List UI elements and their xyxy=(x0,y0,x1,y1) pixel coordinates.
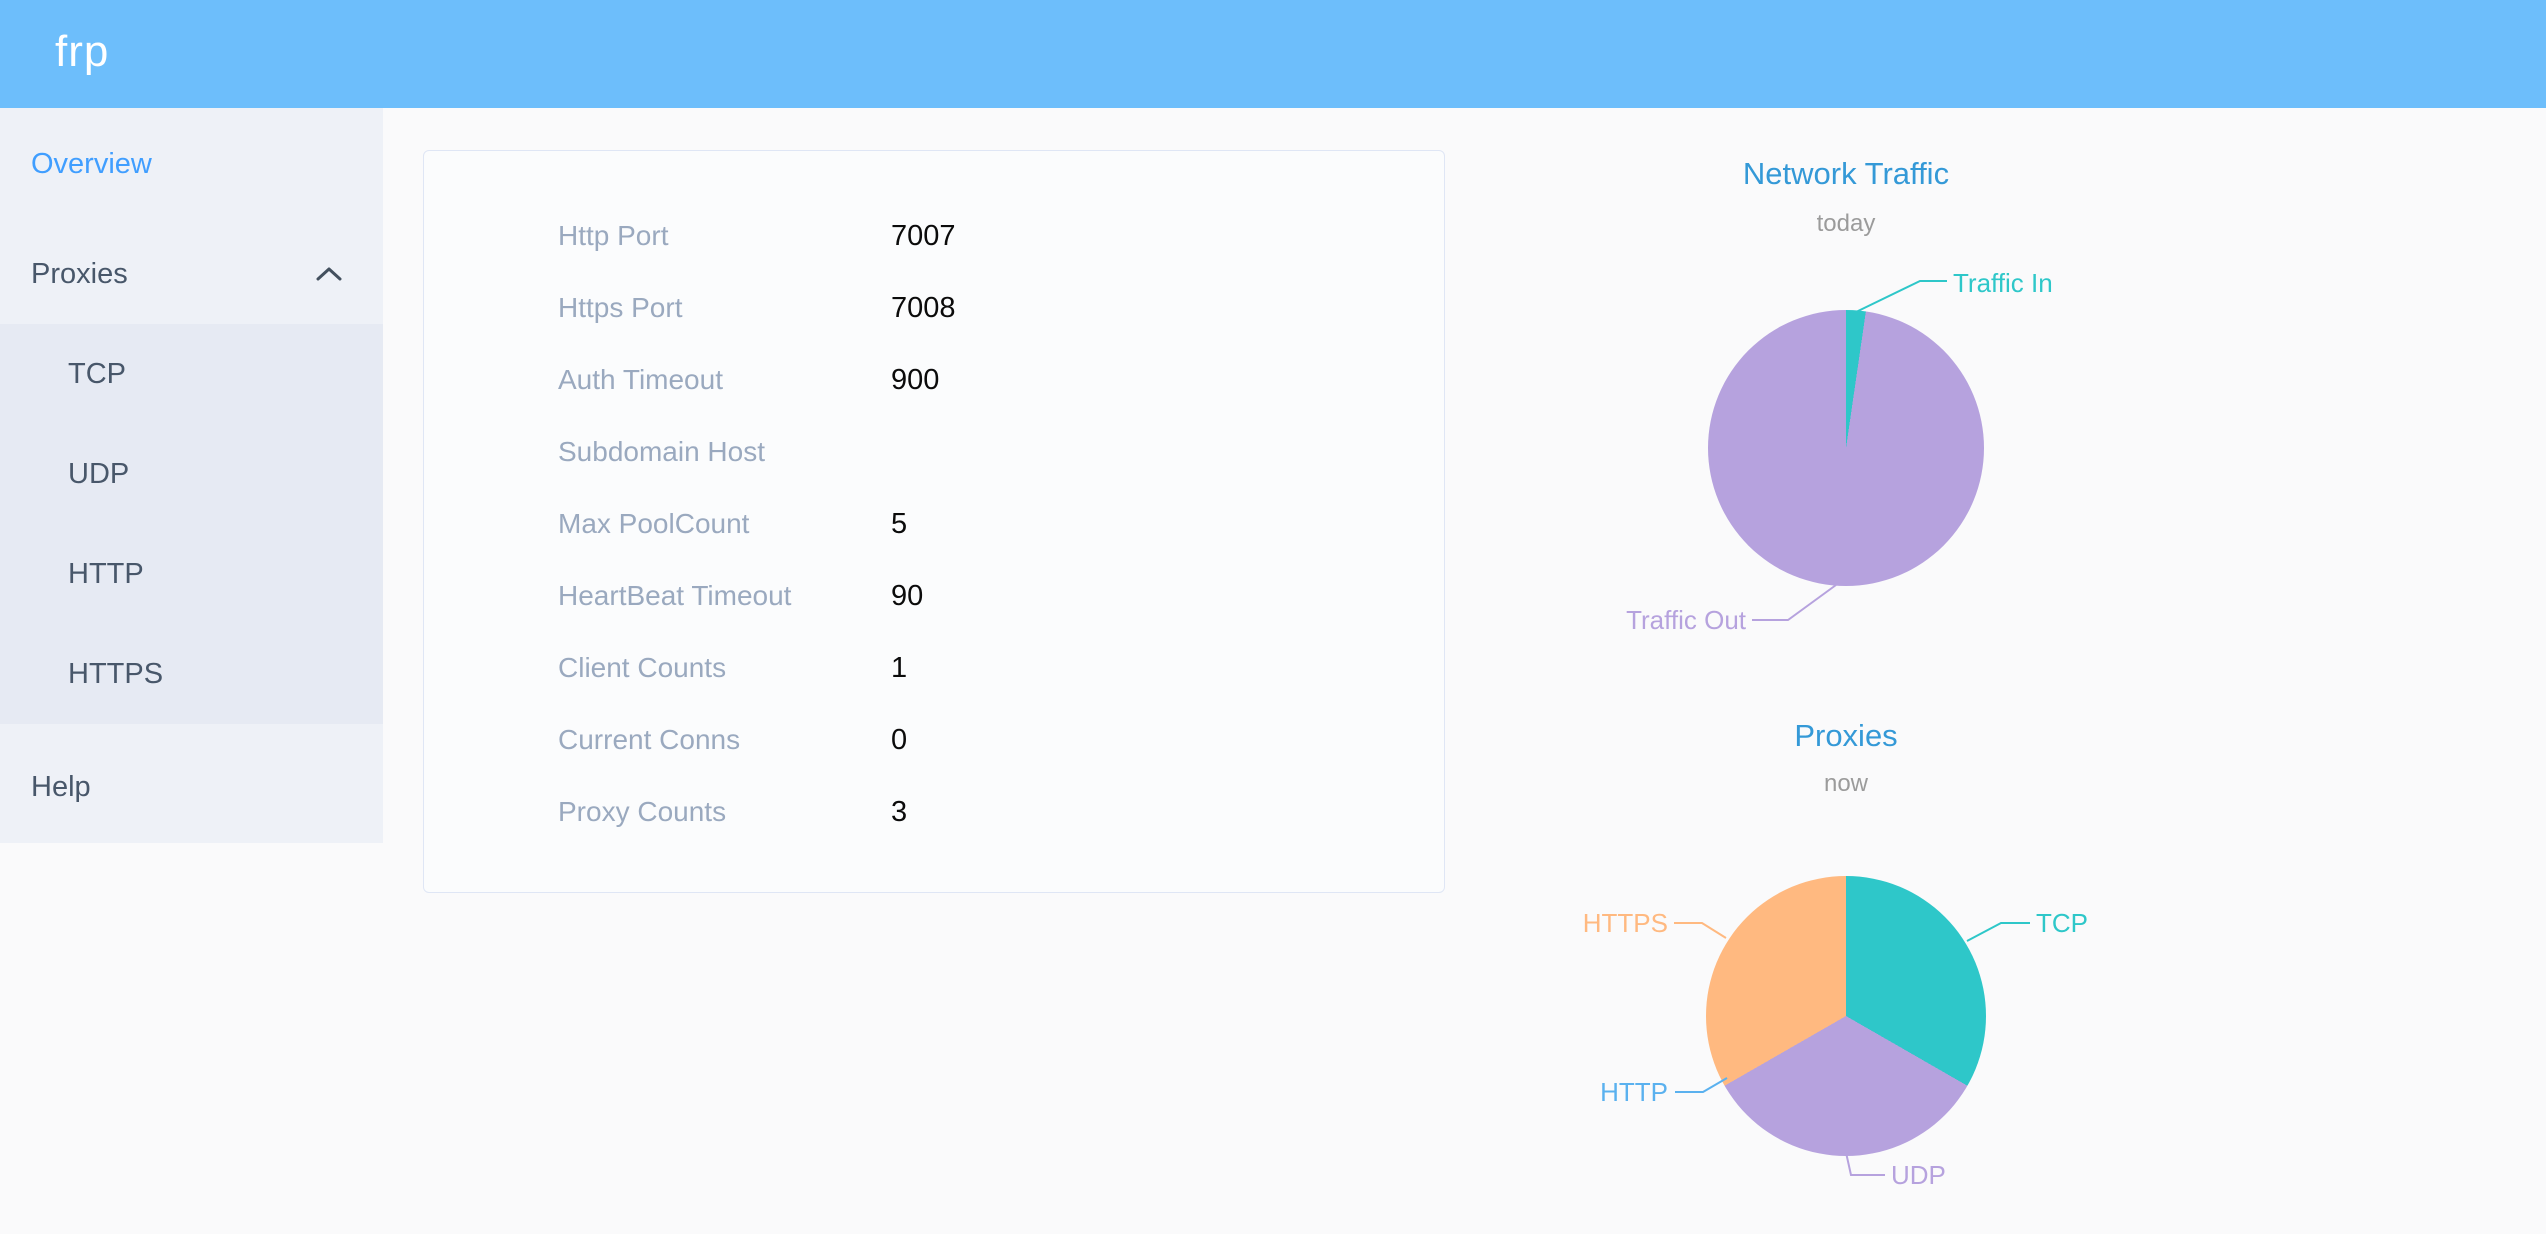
leader-line-http xyxy=(1675,1077,1728,1093)
sidebar-item-https[interactable]: HTTPS xyxy=(0,624,383,724)
card-row-current-conns: Current Conns 0 xyxy=(424,704,1444,776)
sidebar-item-https-label: HTTPS xyxy=(68,657,164,690)
leader-line-traffic-in xyxy=(1855,280,1947,313)
network-traffic-title: Network Traffic xyxy=(1742,156,1950,191)
leader-line-traffic-out xyxy=(1752,584,1837,621)
card-row-label: Auth Timeout xyxy=(558,364,723,395)
sidebar-item-tcp[interactable]: TCP xyxy=(0,324,383,424)
sidebar-item-http[interactable]: HTTP xyxy=(0,524,383,624)
pie-label-tcp: TCP xyxy=(2036,908,2088,938)
app-header: frp xyxy=(0,0,2546,108)
card-row-auth-timeout: Auth Timeout 900 xyxy=(424,344,1444,416)
leader-line-tcp xyxy=(1966,922,2030,942)
sidebar-item-udp-label: UDP xyxy=(68,457,130,490)
card-row-label: Http Port xyxy=(558,220,669,251)
card-row-https-port: Https Port 7008 xyxy=(424,272,1444,344)
sidebar-item-tcp-label: TCP xyxy=(68,357,126,390)
pie-label-http: HTTP xyxy=(1600,1077,1668,1107)
sidebar-item-help[interactable]: Help xyxy=(0,732,383,843)
sidebar-proxies-submenu: TCP UDP HTTP HTTPS xyxy=(0,324,383,724)
pie-label-https: HTTPS xyxy=(1582,908,1668,938)
proxies-subtitle: now xyxy=(1823,770,1869,797)
card-row-label: Client Counts xyxy=(558,652,727,683)
pie-label-udp: UDP xyxy=(1891,1160,1946,1190)
card-row-label: HeartBeat Timeout xyxy=(558,580,792,611)
proxies-title: Proxies xyxy=(1794,718,1898,753)
sidebar-item-http-label: HTTP xyxy=(68,557,144,590)
card-row-value: 1 xyxy=(891,651,908,684)
card-row-label: Current Conns xyxy=(558,724,741,755)
sidebar-item-help-label: Help xyxy=(31,771,91,803)
card-row-value: 90 xyxy=(891,579,924,612)
card-row-heartbeat-timeout: HeartBeat Timeout 90 xyxy=(424,560,1444,632)
server-info-card: Http Port 7007 Https Port 7008 Auth Time… xyxy=(423,150,1445,893)
card-row-label: Max PoolCount xyxy=(558,508,750,539)
sidebar-item-overview-label: Overview xyxy=(31,147,152,180)
card-row-value: 0 xyxy=(891,723,908,756)
sidebar-item-overview[interactable]: Overview xyxy=(0,118,383,210)
card-row-http-port: Http Port 7007 xyxy=(424,200,1444,272)
leader-line-https xyxy=(1674,922,1727,939)
card-row-value: 3 xyxy=(891,795,908,828)
proxies-pie[interactable] xyxy=(1706,876,1986,1156)
card-row-proxy-counts: Proxy Counts 3 xyxy=(424,776,1444,848)
card-row-subdomain-host: Subdomain Host xyxy=(424,416,1444,488)
card-row-value: 5 xyxy=(891,507,908,540)
app-logo: frp xyxy=(55,27,110,76)
card-row-label: Subdomain Host xyxy=(558,436,766,467)
sidebar-item-proxies[interactable]: Proxies xyxy=(0,228,383,320)
sidebar: Overview Proxies TCP UDP HTTP HTTPS Help xyxy=(0,108,383,843)
card-row-client-counts: Client Counts 1 xyxy=(424,632,1444,704)
sidebar-item-udp[interactable]: UDP xyxy=(0,424,383,524)
card-row-label: Https Port xyxy=(558,292,683,323)
card-row-max-poolcount: Max PoolCount 5 xyxy=(424,488,1444,560)
chevron-up-icon xyxy=(316,267,342,281)
network-traffic-subtitle: today xyxy=(1816,210,1876,237)
pie-label-traffic-in: Traffic In xyxy=(1953,268,2053,298)
pie-label-traffic-out: Traffic Out xyxy=(1626,605,1746,635)
network-traffic-pie[interactable] xyxy=(1708,310,1984,586)
card-row-value: 7007 xyxy=(891,219,956,252)
card-row-value: 7008 xyxy=(891,291,956,324)
card-row-label: Proxy Counts xyxy=(558,796,727,827)
sidebar-item-proxies-label: Proxies xyxy=(31,257,128,290)
card-row-value: 900 xyxy=(891,363,940,396)
